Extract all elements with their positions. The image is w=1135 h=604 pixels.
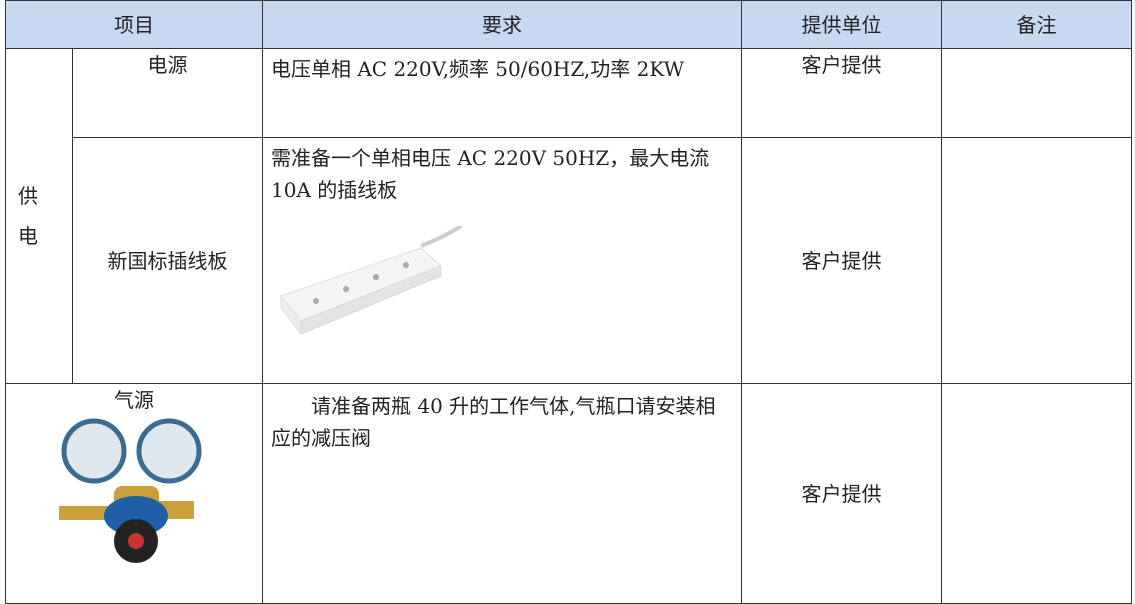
header-cell: 要求 [262,0,742,49]
header-row: 项目 要求 提供单位 备注 [5,0,1132,49]
header-cell: 备注 [941,0,1132,49]
provider-cell: 客户提供 [741,137,942,384]
item-label: 气源 [114,388,154,412]
row: 新国标插线板 需准备一个单相电压 AC 220V 50HZ，最大电流 10A 的… [6,137,1132,384]
requirement-cell: 需准备一个单相电压 AC 220V 50HZ，最大电流 10A 的插线板 [262,137,742,384]
power-strip-image [280,224,463,336]
note-cell [941,137,1132,384]
note-cell [941,48,1132,138]
provider-cell: 客户提供 [741,383,942,604]
note-cell [941,383,1132,604]
regulator-image [59,418,202,563]
item-label: 新国标插线板 [107,248,228,273]
requirement-text: 需准备一个单相电压 AC 220V 50HZ，最大电流 10A 的插线板 [271,146,710,202]
requirement-cell: 请准备两瓶 40 升的工作气体,气瓶口请安装相应的减压阀 [262,383,742,604]
header-cell: 提供单位 [741,0,942,49]
requirement-cell: 电压单相 AC 220V,频率 50/60HZ,功率 2KW [262,48,742,138]
provider-cell: 客户提供 [741,48,942,138]
item-cell: 新国标插线板 [72,137,263,384]
item-cell: 电源 [72,48,263,138]
row: 供电 电源 电压单相 AC 220V,频率 50/60HZ,功率 2KW 客户提… [5,48,1132,384]
row: 气源 请准备两瓶 40 升的工作气体,气瓶口请安装相应的减压阀 客户提供 [5,383,1132,604]
requirements-table: 项目 要求 提供单位 备注 供电 电源 电压单相 AC 220V,频率 50/6… [5,0,1132,604]
header-cell: 项目 [5,0,263,49]
group-cell: 供电 [5,48,73,384]
item-cell: 气源 [5,383,263,604]
group-label: 供电 [18,184,38,248]
